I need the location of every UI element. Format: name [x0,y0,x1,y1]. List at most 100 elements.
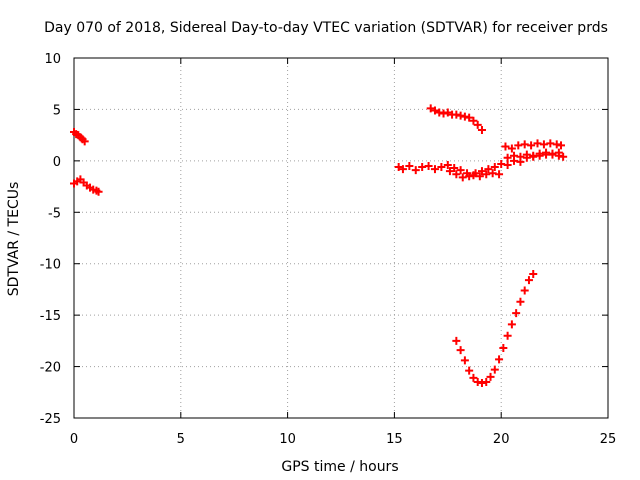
data-point [411,166,420,175]
data-point [477,167,486,176]
data-point [514,141,523,150]
data-point [520,286,529,295]
data-point [465,113,474,122]
data-point [452,110,461,119]
y-tick-label: 5 [53,103,61,118]
data-point [516,297,525,306]
data-point [539,140,548,149]
data-series-7 [503,148,568,162]
x-tick-label: 0 [70,432,78,447]
data-point [490,163,499,172]
data-point [507,144,516,153]
data-point [542,148,551,157]
x-tick-label: 25 [600,432,617,447]
data-point [495,355,504,364]
data-point [435,108,444,117]
data-point [497,159,506,168]
data-point [486,372,495,381]
data-point [452,170,461,179]
data-point [469,373,478,382]
data-point [437,163,446,172]
data-series-6 [501,139,566,153]
data-point [510,151,519,160]
data-point [430,165,439,174]
data-point [559,152,568,161]
data-point [460,112,469,121]
y-tick-label: -25 [40,412,61,427]
data-point [477,126,486,134]
y-tick-label: 10 [44,52,61,67]
data-point [484,165,493,174]
data-point [477,379,486,388]
data-series-2 [70,175,103,196]
data-point [465,366,474,375]
x-tick-label: 20 [493,432,510,447]
data-point [456,166,465,175]
data-point [516,152,525,161]
y-tick-label: -15 [40,309,61,324]
data-point [554,151,563,160]
y-tick-label: -5 [48,206,61,221]
data-point [482,378,491,386]
data-point [426,104,435,113]
grid-lines [74,58,608,418]
data-point [557,141,566,150]
data-series-3 [426,104,486,134]
data-point [535,149,544,158]
data-point [520,140,529,149]
data-point [522,150,531,159]
data-point [430,106,439,115]
y-tick-label: 0 [53,155,61,170]
data-point [458,173,467,182]
y-tick-label: -20 [40,361,61,376]
x-tick-label: 10 [279,432,296,447]
data-point [552,140,561,149]
x-tick-label: 5 [177,432,185,447]
data-points [70,104,568,388]
data-point [501,142,510,151]
data-point [548,150,557,159]
data-point [469,116,478,125]
data-point [473,378,482,386]
y-tick-label: -10 [40,258,61,273]
data-point [456,346,465,355]
data-point [443,108,452,117]
data-point [424,162,433,170]
data-point [507,320,516,329]
data-point [443,160,452,169]
data-point [465,172,474,181]
plot-border [73,57,609,419]
data-point [529,270,538,278]
data-point [473,120,482,129]
data-series-1 [70,128,89,146]
data-point [471,169,480,178]
data-point [445,167,454,176]
data-point [533,139,542,148]
data-point [450,164,459,173]
data-point [527,141,536,150]
data-point [499,344,508,353]
data-point [503,331,512,340]
x-tick-label: 15 [386,432,403,447]
data-point [452,336,461,345]
data-point [495,170,504,179]
data-point [418,163,427,172]
data-point [512,309,521,318]
data-point [405,162,414,170]
data-series-8 [452,270,538,388]
data-point [94,187,103,196]
data-point [488,169,497,178]
data-point [475,172,484,181]
data-point [398,165,407,174]
data-point [456,111,465,120]
tick-labels: 0 5 10 15 20 25 10 5 0 -5 -10 -15 -20 -25 [40,52,617,447]
data-point [503,153,512,162]
data-point [546,139,555,148]
chart-title: Day 070 of 2018, Sidereal Day-to-day VTE… [44,20,608,36]
data-point [490,365,499,374]
data-point [80,137,89,146]
data-point [529,151,538,160]
data-point [503,160,512,169]
data-point [394,163,403,172]
